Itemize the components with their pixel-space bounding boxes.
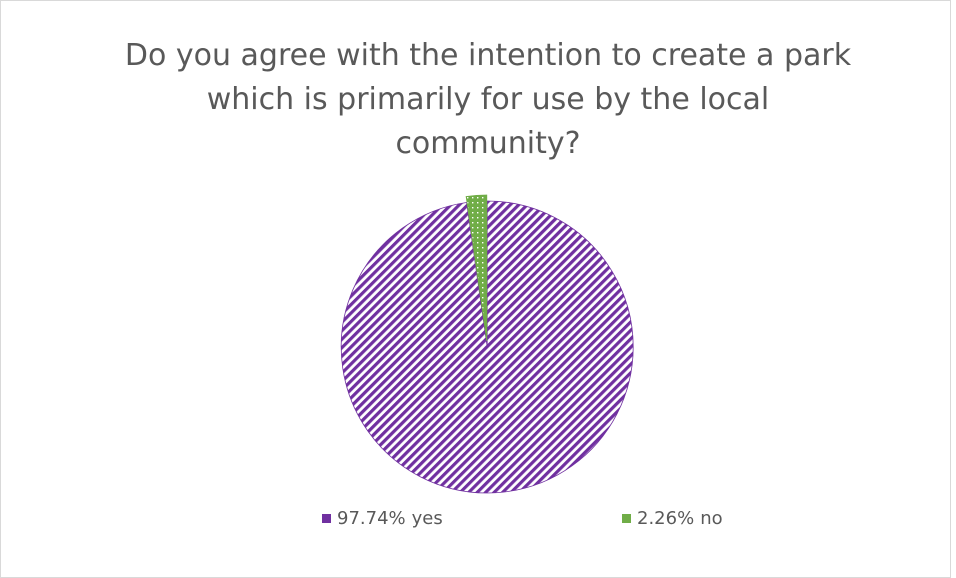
legend-swatch (622, 514, 631, 523)
legend-label: yes (411, 508, 443, 529)
chart-title: Do you agree with the intention to creat… (124, 38, 852, 161)
legend-value: 2.26% (637, 508, 695, 529)
pie-slice (465, 194, 488, 342)
legend-label: no (700, 508, 723, 529)
pie-slice (340, 200, 634, 494)
legend-swatch (322, 514, 331, 523)
legend-value: 97.74% (337, 508, 406, 529)
legend-item: 2.26% no (622, 508, 723, 529)
legend-item: 97.74% yes (322, 508, 443, 529)
